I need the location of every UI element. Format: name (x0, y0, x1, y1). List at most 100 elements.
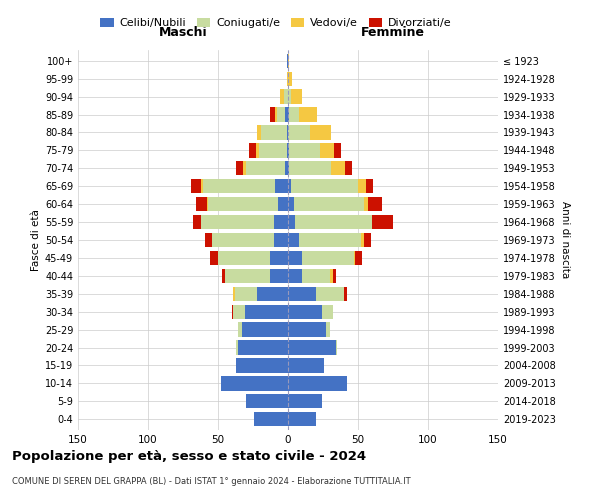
Bar (285, 161, 288, 176)
Bar (326, 322, 330, 337)
Bar (289, 143, 320, 158)
Bar (259, 143, 287, 158)
Bar (236, 358, 288, 372)
Bar (288, 72, 292, 86)
Bar (207, 197, 208, 212)
Bar (288, 215, 295, 229)
Bar (344, 286, 347, 301)
Bar (287, 126, 288, 140)
Bar (201, 215, 274, 229)
Bar (277, 108, 285, 122)
Bar (209, 251, 218, 265)
Bar (355, 251, 362, 265)
Bar (218, 251, 270, 265)
Bar (288, 376, 347, 390)
Bar (289, 108, 299, 122)
Bar (288, 233, 299, 247)
Bar (284, 90, 288, 104)
Bar (208, 197, 278, 212)
Bar (289, 161, 331, 176)
Bar (249, 143, 256, 158)
Bar (270, 108, 275, 122)
Bar (191, 179, 201, 194)
Bar (257, 126, 262, 140)
Bar (232, 304, 233, 319)
Y-axis label: Fasce di età: Fasce di età (31, 209, 41, 271)
Bar (287, 143, 288, 158)
Bar (364, 233, 371, 247)
Bar (280, 90, 284, 104)
Bar (295, 215, 372, 229)
Bar (288, 286, 316, 301)
Bar (331, 161, 346, 176)
Y-axis label: Anni di nascita: Anni di nascita (560, 202, 570, 278)
Text: Maschi: Maschi (158, 26, 208, 39)
Bar (288, 394, 322, 408)
Text: Popolazione per età, sesso e stato civile - 2024: Popolazione per età, sesso e stato civil… (12, 450, 366, 463)
Bar (221, 376, 288, 390)
Bar (367, 179, 373, 194)
Bar (270, 268, 288, 283)
Bar (243, 161, 246, 176)
Bar (270, 251, 288, 265)
Legend: Celibi/Nubili, Coniugati/e, Vedovi/e, Divorziati/e: Celibi/Nubili, Coniugati/e, Vedovi/e, Di… (96, 13, 456, 32)
Bar (335, 340, 337, 354)
Bar (236, 340, 238, 354)
Bar (288, 304, 322, 319)
Bar (320, 143, 334, 158)
Bar (278, 197, 288, 212)
Bar (257, 286, 288, 301)
Bar (287, 54, 288, 68)
Bar (346, 161, 352, 176)
Bar (293, 197, 364, 212)
Bar (288, 54, 289, 68)
Bar (288, 143, 289, 158)
Bar (236, 161, 243, 176)
Bar (288, 179, 291, 194)
Bar (288, 340, 335, 354)
Bar (233, 304, 245, 319)
Bar (299, 233, 361, 247)
Bar (256, 143, 259, 158)
Bar (302, 251, 354, 265)
Bar (334, 143, 341, 158)
Bar (274, 215, 288, 229)
Bar (288, 322, 326, 337)
Bar (238, 322, 242, 337)
Bar (288, 108, 289, 122)
Bar (288, 412, 316, 426)
Bar (358, 179, 367, 194)
Bar (291, 90, 302, 104)
Bar (201, 179, 203, 194)
Bar (310, 126, 331, 140)
Bar (245, 304, 288, 319)
Bar (288, 358, 325, 372)
Bar (299, 108, 317, 122)
Bar (361, 233, 364, 247)
Bar (246, 161, 285, 176)
Bar (291, 179, 358, 194)
Bar (242, 322, 288, 337)
Bar (196, 197, 207, 212)
Bar (330, 268, 333, 283)
Text: Femmine: Femmine (361, 26, 425, 39)
Bar (288, 161, 289, 176)
Bar (222, 268, 225, 283)
Bar (288, 90, 291, 104)
Bar (275, 179, 288, 194)
Bar (225, 268, 270, 283)
Bar (333, 268, 335, 283)
Bar (322, 304, 333, 319)
Bar (246, 394, 288, 408)
Bar (275, 108, 277, 122)
Bar (193, 215, 201, 229)
Bar (287, 72, 288, 86)
Bar (288, 268, 302, 283)
Bar (274, 233, 288, 247)
Bar (364, 197, 368, 212)
Bar (288, 197, 293, 212)
Bar (285, 108, 288, 122)
Bar (254, 412, 288, 426)
Bar (288, 126, 310, 140)
Bar (203, 179, 275, 194)
